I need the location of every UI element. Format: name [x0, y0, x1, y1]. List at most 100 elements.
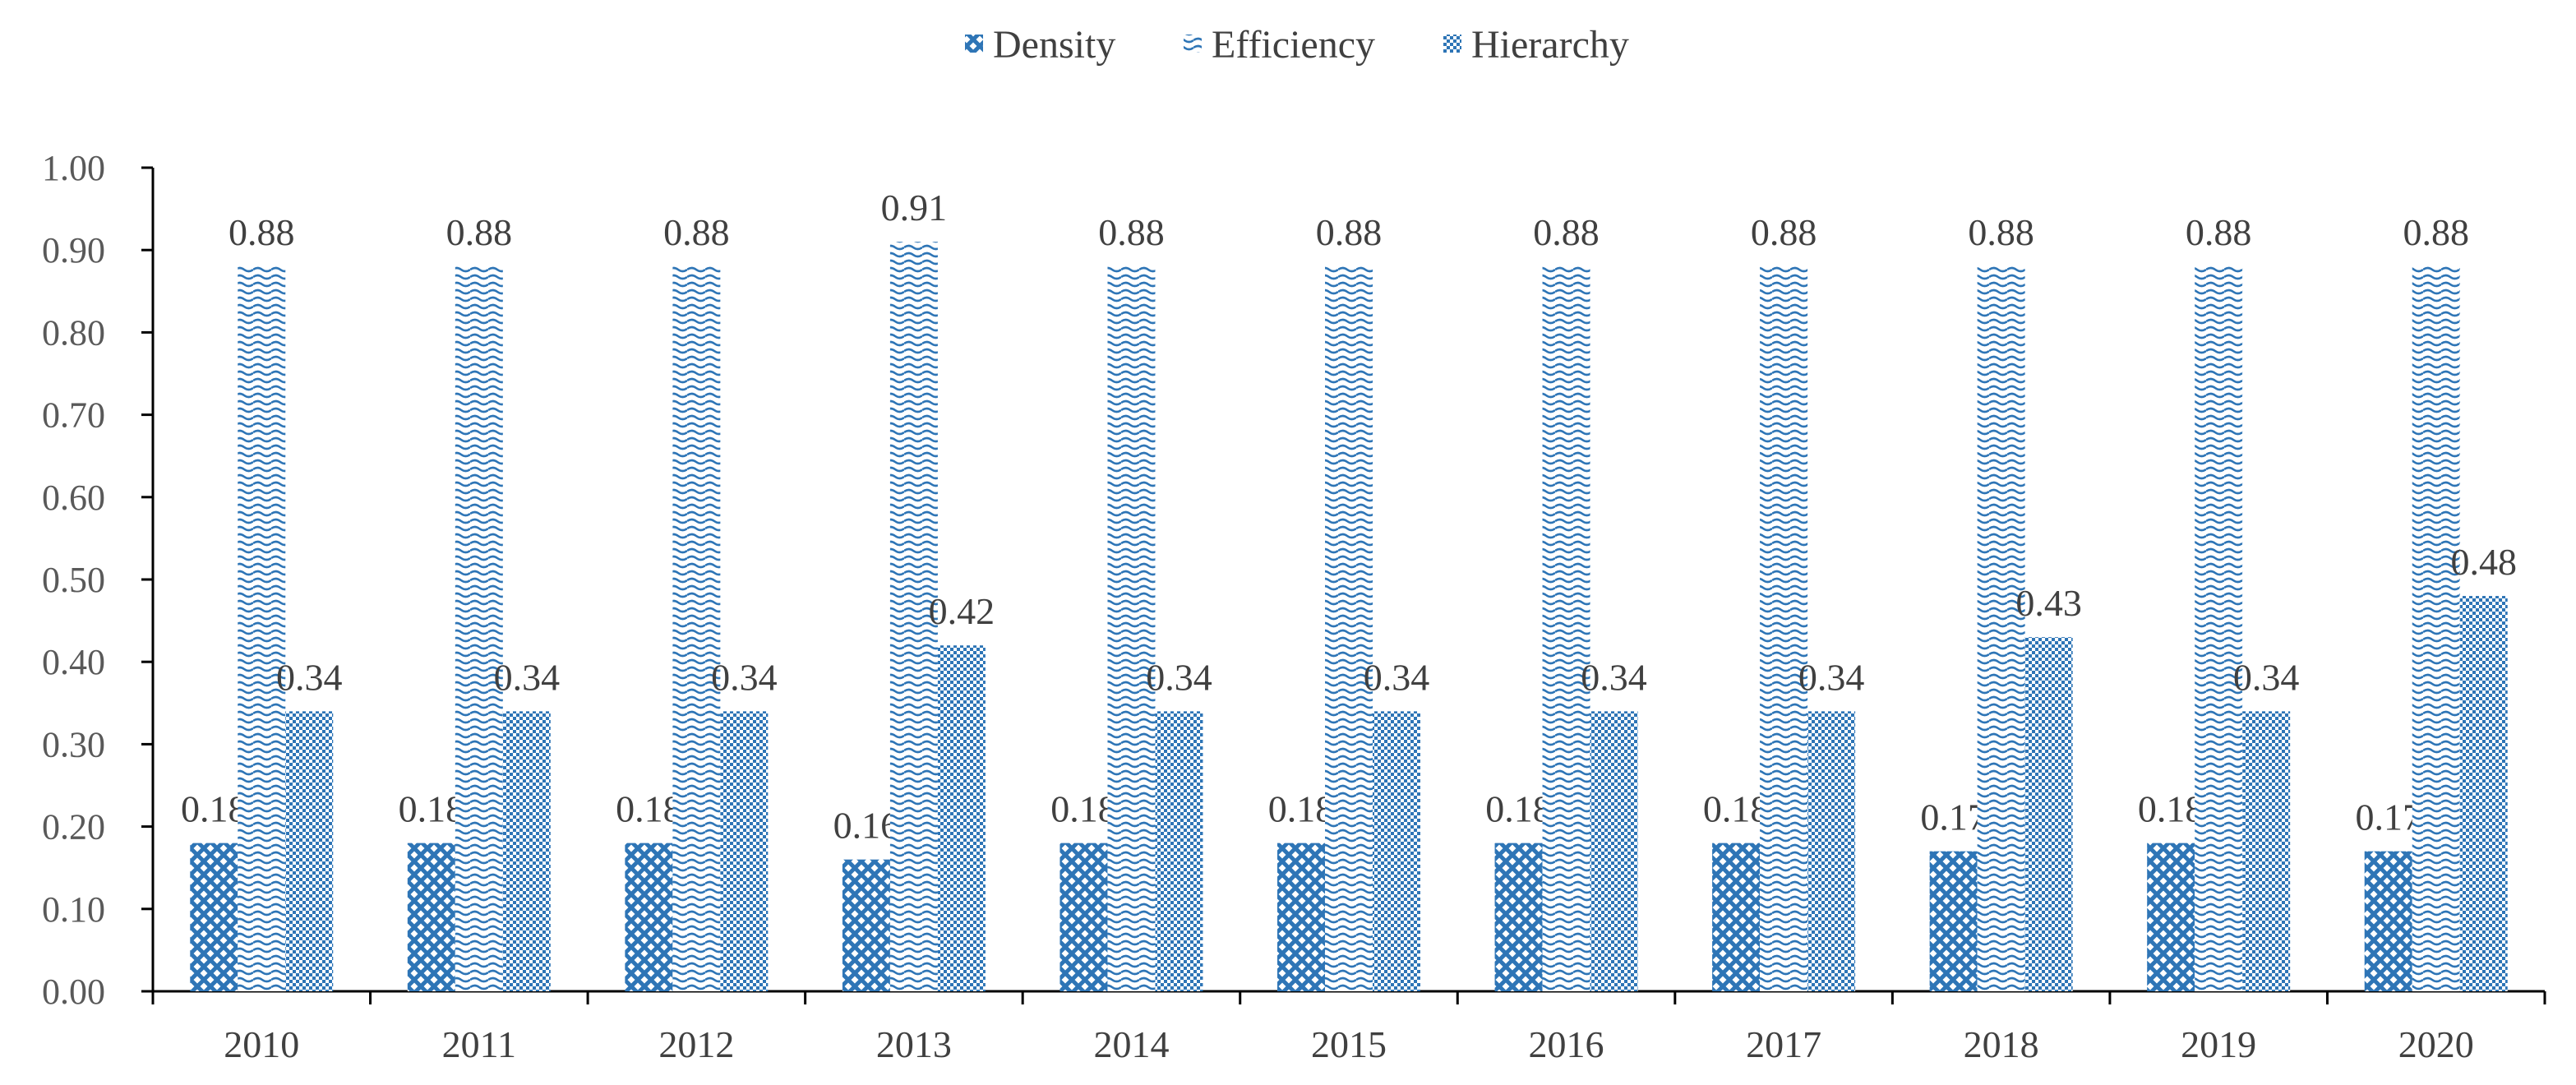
- data-label-efficiency: 0.88: [1316, 211, 1383, 253]
- data-label-efficiency: 0.88: [446, 211, 513, 253]
- x-tick-label: 2019: [2181, 1023, 2256, 1065]
- data-label-efficiency: 0.91: [881, 187, 948, 229]
- data-label-efficiency: 0.88: [2403, 211, 2469, 253]
- bar-efficiency: [672, 266, 721, 991]
- x-tick-label: 2018: [1964, 1023, 2039, 1065]
- legend-item-efficiency: Efficiency: [1184, 23, 1375, 67]
- data-label-efficiency: 0.88: [1533, 211, 1600, 253]
- bar-density: [190, 843, 238, 991]
- data-label-efficiency: 0.88: [663, 211, 730, 253]
- bar-hierarchy: [1807, 711, 1856, 991]
- bar-density: [842, 859, 890, 991]
- legend: Density Efficiency Hierarchy: [965, 23, 1629, 67]
- bar-hierarchy: [285, 711, 334, 991]
- y-tick-label: 0.20: [42, 807, 105, 847]
- y-tick-label: 0.10: [42, 889, 105, 930]
- bar-density: [407, 843, 455, 991]
- bar-density: [1494, 843, 1543, 991]
- legend-swatch-density: [965, 35, 983, 53]
- x-tick-label: 2015: [1311, 1023, 1387, 1065]
- legend-item-hierarchy: Hierarchy: [1443, 23, 1629, 67]
- bar-hierarchy: [1155, 711, 1203, 991]
- data-label-efficiency: 0.88: [2186, 211, 2252, 253]
- data-label-density: 0.18: [1485, 788, 1552, 830]
- data-label-hierarchy: 0.43: [2015, 582, 2082, 624]
- legend-label-efficiency: Efficiency: [1212, 23, 1375, 67]
- data-label-hierarchy: 0.34: [1798, 656, 1865, 698]
- data-label-density: 0.18: [1703, 788, 1770, 830]
- data-label-density: 0.18: [181, 788, 247, 830]
- x-tick-label: 2011: [442, 1023, 516, 1065]
- data-label-hierarchy: 0.34: [2233, 656, 2300, 698]
- y-tick-label: 0.60: [42, 478, 105, 518]
- bar-density: [1712, 843, 1761, 991]
- data-label-hierarchy: 0.34: [276, 656, 343, 698]
- bar-density: [1059, 843, 1108, 991]
- plot-area: 0.00 0.10 0.20 0.30 0.40 0.50 0.60 0.70 0.80 0.90…: [42, 148, 2546, 1065]
- data-label-density: 0.18: [1050, 788, 1117, 830]
- bar-efficiency: [455, 266, 503, 991]
- data-label-density: 0.16: [833, 805, 900, 847]
- y-tick-label: 0.30: [42, 724, 105, 764]
- data-label-density: 0.18: [2138, 788, 2204, 830]
- bar-efficiency: [1542, 266, 1590, 991]
- bar-hierarchy: [720, 711, 769, 991]
- bar-efficiency: [889, 242, 938, 991]
- data-label-hierarchy: 0.34: [1364, 656, 1430, 698]
- bar-hierarchy: [502, 711, 551, 991]
- data-label-efficiency: 0.88: [1098, 211, 1165, 253]
- x-tick-label: 2017: [1746, 1023, 1821, 1065]
- y-tick-label: 1.00: [42, 148, 105, 188]
- legend-item-density: Density: [965, 23, 1115, 67]
- x-tick-label: 2020: [2398, 1023, 2474, 1065]
- data-label-density: 0.17: [1920, 796, 1987, 838]
- x-tick-label: 2010: [224, 1023, 299, 1065]
- data-label-hierarchy: 0.34: [711, 656, 778, 698]
- bar-efficiency: [2412, 266, 2460, 991]
- bar-hierarchy: [1373, 711, 1420, 991]
- bar-hierarchy: [1590, 711, 1638, 991]
- bar-density: [2364, 851, 2412, 991]
- bar-efficiency: [2195, 266, 2243, 991]
- bar-hierarchy: [2024, 637, 2073, 991]
- y-tick-label: 0.80: [42, 312, 105, 353]
- y-tick-label: 0.90: [42, 230, 105, 270]
- data-label-efficiency: 0.88: [229, 211, 295, 253]
- y-tick-label: 0.00: [42, 972, 105, 1012]
- data-label-density: 0.18: [616, 788, 682, 830]
- data-label-hierarchy: 0.42: [929, 590, 995, 632]
- legend-label-density: Density: [993, 23, 1115, 67]
- y-tick-label: 0.70: [42, 395, 105, 436]
- legend-swatch-efficiency: [1184, 35, 1202, 53]
- data-label-hierarchy: 0.48: [2450, 541, 2517, 583]
- x-tick-label: 2012: [658, 1023, 734, 1065]
- x-tick-label: 2016: [1529, 1023, 1604, 1065]
- data-label-hierarchy: 0.34: [494, 656, 561, 698]
- x-tick-label: 2013: [876, 1023, 952, 1065]
- bar-density: [1929, 851, 1978, 991]
- data-label-efficiency: 0.88: [1968, 211, 2034, 253]
- data-label-density: 0.18: [1268, 788, 1335, 830]
- data-label-hierarchy: 0.34: [1581, 656, 1647, 698]
- y-tick-label: 0.40: [42, 642, 105, 682]
- y-tick-label: 0.50: [42, 560, 105, 600]
- legend-label-hierarchy: Hierarchy: [1471, 23, 1629, 67]
- bar-hierarchy: [2242, 711, 2291, 991]
- legend-swatch-hierarchy: [1443, 35, 1461, 53]
- data-label-density: 0.17: [2355, 796, 2421, 838]
- bar-hierarchy: [937, 645, 986, 991]
- bar-efficiency: [238, 266, 286, 991]
- data-label-hierarchy: 0.34: [1146, 656, 1212, 698]
- bar-density: [625, 843, 673, 991]
- bar-efficiency: [1325, 266, 1373, 991]
- bar-efficiency: [1760, 266, 1808, 991]
- x-tick-label: 2014: [1093, 1023, 1169, 1065]
- data-label-efficiency: 0.88: [1751, 211, 1817, 253]
- bar-density: [1277, 843, 1325, 991]
- bar-efficiency: [1107, 266, 1156, 991]
- bar-hierarchy: [2459, 596, 2508, 991]
- bar-density: [2147, 843, 2195, 991]
- data-label-density: 0.18: [399, 788, 465, 830]
- bar-efficiency: [1977, 266, 2025, 991]
